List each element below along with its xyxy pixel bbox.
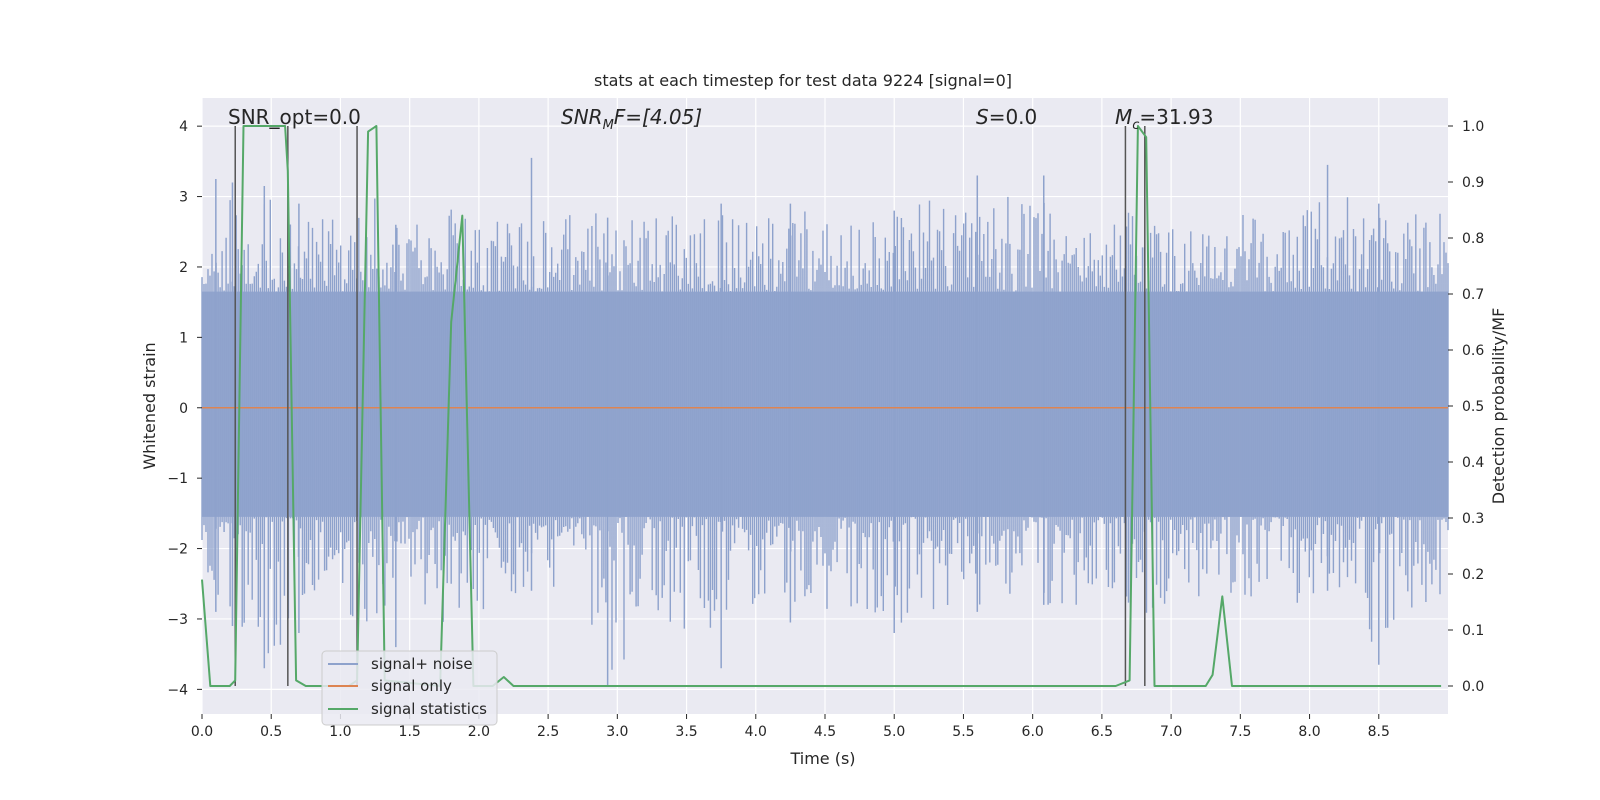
y-tick-label: −4 (167, 682, 188, 698)
x-tick-label: 3.5 (675, 724, 697, 740)
noise-lower-spikes (201, 407, 1449, 670)
annotation-s-italic: S (976, 105, 989, 129)
y2-tick-label: 0.4 (1462, 455, 1484, 471)
y2-axis-ticks: 1.0 0.9 0.8 0.7 0.6 0.5 0.4 0.3 0.2 0.1 0.0 (1448, 119, 1484, 695)
x-tick-label: 2.5 (537, 724, 559, 740)
x-tick-label: 2.0 (468, 724, 490, 740)
x-tick-label: 1.0 (329, 724, 351, 740)
x-tick-label: 6.5 (1091, 724, 1113, 740)
y2-tick-label: 0.1 (1462, 623, 1484, 639)
x-tick-label: 8.0 (1298, 724, 1320, 740)
annotation-mc-sub: c (1132, 118, 1139, 133)
vertical-markers (234, 126, 1146, 686)
x-axis-ticks: 0.0 0.5 1.0 1.5 2.0 2.5 3.0 3.5 4.0 4.5 5.0 5.5 6.0 6… (191, 714, 1390, 740)
annotation-snr-opt: SNR_opt=0.0 (228, 105, 361, 129)
x-tick-label: 4.0 (745, 724, 767, 740)
x-tick-label: 0.0 (191, 724, 213, 740)
annotation-snr-mf: SNRMF=[4.05] (561, 105, 702, 133)
noise-upper-spikes (201, 196, 1449, 408)
chart-title: stats at each timestep for test data 922… (594, 71, 1012, 90)
x-tick-label: 4.5 (814, 724, 836, 740)
legend-label-stats: signal statistics (371, 700, 487, 718)
annotation-mc-rest: =31.93 (1139, 105, 1213, 129)
y2-tick-label: 0.0 (1462, 679, 1484, 695)
y-tick-label: 4 (179, 119, 188, 135)
y-tick-label: 3 (179, 190, 188, 206)
y2-tick-label: 0.8 (1462, 231, 1484, 247)
y2-tick-label: 0.5 (1462, 399, 1484, 415)
x-tick-label: 1.5 (399, 724, 421, 740)
x-axis-label: Time (s) (789, 749, 855, 768)
y2-tick-label: 0.9 (1462, 175, 1484, 191)
y-axis-label: Whitened strain (140, 342, 159, 469)
annotation-mc: Mc=31.93 (1115, 105, 1213, 133)
y2-tick-label: 0.3 (1462, 511, 1484, 527)
y-tick-label: 1 (179, 330, 188, 346)
annotation-s-rest: =0.0 (989, 105, 1038, 129)
x-tick-label: 8.5 (1368, 724, 1390, 740)
annotation-mc-base: M (1115, 105, 1132, 129)
legend-box (321, 650, 498, 726)
y2-tick-label: 0.6 (1462, 343, 1484, 359)
x-tick-label: 3.0 (606, 724, 628, 740)
legend: signal+ noise signal only signal statist… (321, 650, 498, 726)
x-tick-label: 5.0 (883, 724, 905, 740)
x-tick-label: 7.5 (1229, 724, 1251, 740)
x-tick-label: 0.5 (260, 724, 282, 740)
y-tick-label: 0 (179, 401, 188, 417)
legend-label-noise: signal+ noise (371, 655, 473, 673)
y2-tick-label: 0.7 (1462, 287, 1484, 303)
y-tick-label: −3 (167, 612, 188, 628)
annotation-snr-mf-rest: F=[4.05] (614, 105, 702, 129)
noise-series (201, 157, 1449, 686)
y-tick-label: 2 (179, 260, 188, 276)
annotation-s: S=0.0 (976, 105, 1037, 129)
y2-tick-label: 1.0 (1462, 119, 1484, 135)
y-tick-label: −1 (167, 471, 188, 487)
legend-label-signal: signal only (371, 677, 452, 695)
x-tick-label: 7.0 (1160, 724, 1182, 740)
y2-tick-label: 0.2 (1462, 567, 1484, 583)
annotation-snr-mf-base: SNR (561, 105, 603, 129)
annotation-snr-mf-sub: M (603, 118, 614, 133)
x-tick-label: 5.5 (952, 724, 974, 740)
y-axis-ticks: 4 3 2 1 0 −1 −2 −3 −4 (167, 119, 202, 698)
y-tick-label: −2 (167, 542, 188, 558)
y2-axis-label: Detection probability/MF (1489, 308, 1508, 505)
x-tick-label: 6.0 (1022, 724, 1044, 740)
